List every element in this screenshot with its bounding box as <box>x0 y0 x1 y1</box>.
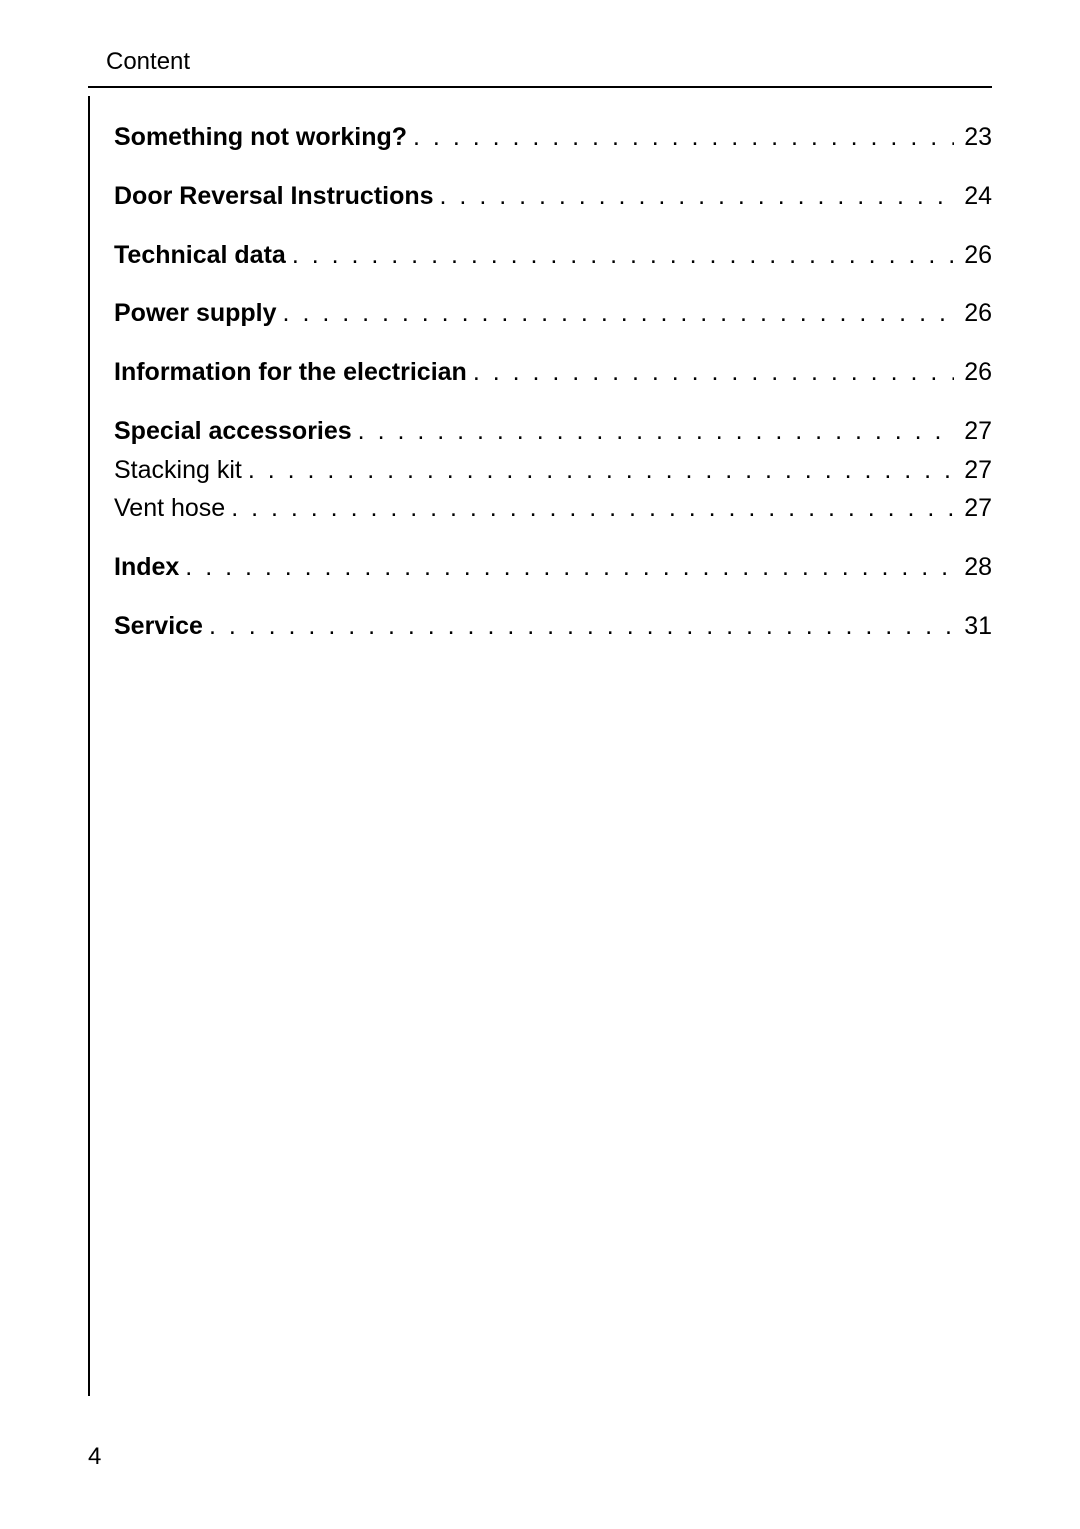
header-title: Content <box>88 48 992 76</box>
toc-row: Vent hose. . . . . . . . . . . . . . . .… <box>114 489 992 528</box>
toc-leader-dots: . . . . . . . . . . . . . . . . . . . . … <box>413 118 954 157</box>
toc-label: Power supply <box>114 294 283 333</box>
toc-leader-dots: . . . . . . . . . . . . . . . . . . . . … <box>292 236 954 275</box>
toc-page: 23 <box>954 118 992 157</box>
toc-page: 28 <box>954 548 992 587</box>
toc-label: Something not working? <box>114 118 413 157</box>
toc-leader-dots: . . . . . . . . . . . . . . . . . . . . … <box>231 489 954 528</box>
toc-page: 27 <box>954 489 992 528</box>
toc-group: Door Reversal Instructions. . . . . . . … <box>114 177 992 216</box>
toc-leader-dots: . . . . . . . . . . . . . . . . . . . . … <box>185 548 954 587</box>
toc-label: Information for the electrician <box>114 353 473 392</box>
toc-page: 27 <box>954 451 992 490</box>
toc-group: Power supply. . . . . . . . . . . . . . … <box>114 294 992 333</box>
toc-leader-dots: . . . . . . . . . . . . . . . . . . . . … <box>473 353 954 392</box>
toc-label: Index <box>114 548 185 587</box>
toc-group: Index. . . . . . . . . . . . . . . . . .… <box>114 548 992 587</box>
toc-page: 27 <box>954 412 992 451</box>
toc-row: Information for the electrician. . . . .… <box>114 353 992 392</box>
toc-group: Technical data. . . . . . . . . . . . . … <box>114 236 992 275</box>
toc-label: Special accessories <box>114 412 358 451</box>
toc-leader-dots: . . . . . . . . . . . . . . . . . . . . … <box>358 412 955 451</box>
toc-group: Information for the electrician. . . . .… <box>114 353 992 392</box>
toc-label: Vent hose <box>114 489 231 528</box>
toc-page: 26 <box>954 236 992 275</box>
toc-page: 26 <box>954 353 992 392</box>
toc-label: Stacking kit <box>114 451 248 490</box>
toc-row: Special accessories. . . . . . . . . . .… <box>114 412 992 451</box>
toc-row: Service. . . . . . . . . . . . . . . . .… <box>114 607 992 646</box>
toc-row: Something not working?. . . . . . . . . … <box>114 118 992 157</box>
toc-page: 24 <box>954 177 992 216</box>
toc-row: Door Reversal Instructions. . . . . . . … <box>114 177 992 216</box>
toc-leader-dots: . . . . . . . . . . . . . . . . . . . . … <box>209 607 954 646</box>
toc-leader-dots: . . . . . . . . . . . . . . . . . . . . … <box>440 177 955 216</box>
page-number: 4 <box>88 1443 101 1471</box>
toc-leader-dots: . . . . . . . . . . . . . . . . . . . . … <box>248 451 954 490</box>
manual-page: Content Something not working?. . . . . … <box>0 0 1080 1529</box>
header-rule <box>88 86 992 88</box>
toc-group: Special accessories. . . . . . . . . . .… <box>114 412 992 528</box>
toc-page: 26 <box>954 294 992 333</box>
toc-label: Door Reversal Instructions <box>114 177 440 216</box>
toc-row: Stacking kit. . . . . . . . . . . . . . … <box>114 451 992 490</box>
toc-leader-dots: . . . . . . . . . . . . . . . . . . . . … <box>283 294 955 333</box>
toc-group: Service. . . . . . . . . . . . . . . . .… <box>114 607 992 646</box>
toc-page: 31 <box>954 607 992 646</box>
toc-group: Something not working?. . . . . . . . . … <box>114 118 992 157</box>
toc-row: Technical data. . . . . . . . . . . . . … <box>114 236 992 275</box>
toc-row: Index. . . . . . . . . . . . . . . . . .… <box>114 548 992 587</box>
table-of-contents: Something not working?. . . . . . . . . … <box>88 96 992 1396</box>
toc-label: Technical data <box>114 236 292 275</box>
toc-row: Power supply. . . . . . . . . . . . . . … <box>114 294 992 333</box>
toc-label: Service <box>114 607 209 646</box>
